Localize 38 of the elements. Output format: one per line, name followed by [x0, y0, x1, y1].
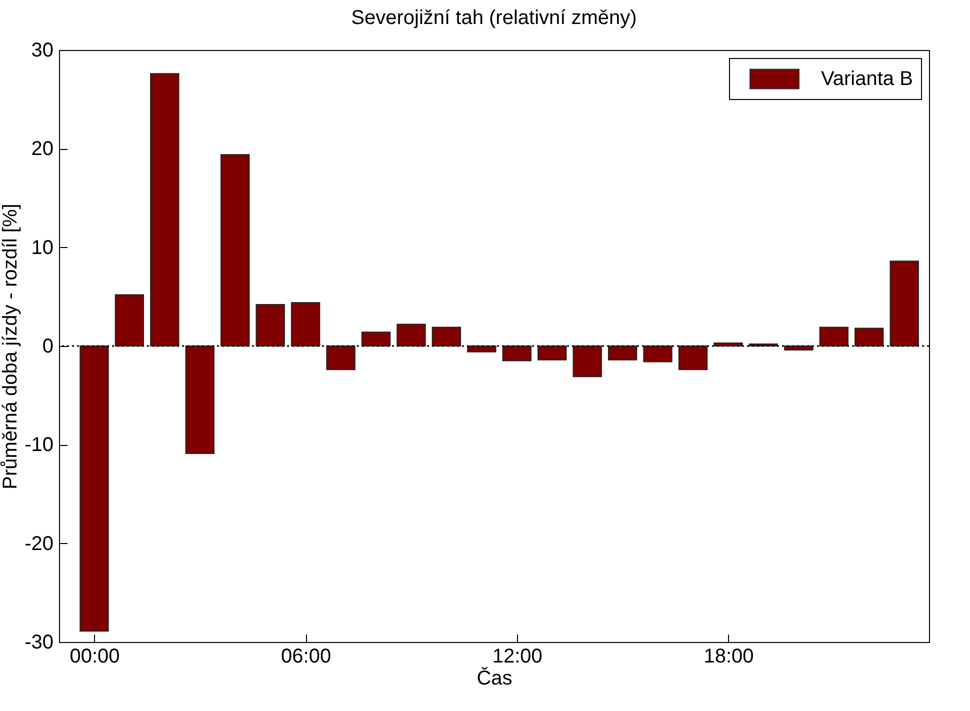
bar	[361, 332, 391, 346]
x-axis-title: Čas	[476, 666, 512, 690]
y-tick-label: -10	[24, 434, 54, 456]
bar	[396, 324, 426, 346]
y-tick-label: -20	[24, 532, 54, 555]
bar	[678, 346, 708, 370]
y-tick-label: 10	[31, 236, 54, 259]
bar	[220, 154, 250, 346]
y-axis-title: Průměrná doba jízdy - rozdíl [%]	[0, 204, 22, 490]
bar	[290, 302, 320, 346]
y-tick-label: 30	[31, 40, 54, 62]
bar	[256, 304, 285, 346]
bar	[608, 346, 638, 360]
bar	[538, 346, 567, 360]
bar	[467, 346, 496, 352]
x-tick-label: 18:00	[704, 646, 754, 668]
bar	[714, 342, 743, 346]
x-tick-label: 12:00	[492, 646, 542, 668]
bar	[784, 346, 814, 350]
legend-label: Varianta B	[821, 68, 913, 90]
bar	[819, 326, 848, 346]
y-tick-label: 20	[31, 138, 54, 160]
y-tick-label: -30	[24, 632, 54, 654]
bar	[854, 328, 884, 346]
x-tick-label: 00:00	[70, 646, 120, 668]
bar	[185, 346, 214, 454]
bar	[326, 346, 356, 370]
bar	[572, 346, 602, 378]
bar	[643, 346, 672, 362]
bar	[114, 294, 144, 346]
bar	[432, 326, 462, 346]
x-tick-label: 06:00	[281, 646, 332, 668]
y-tick-label: 0	[42, 336, 54, 358]
bar	[890, 260, 919, 346]
bar	[150, 73, 180, 346]
bar	[80, 346, 109, 632]
bar	[502, 346, 532, 362]
chart-title: Severojižní tah (relativní změny)	[351, 7, 637, 29]
